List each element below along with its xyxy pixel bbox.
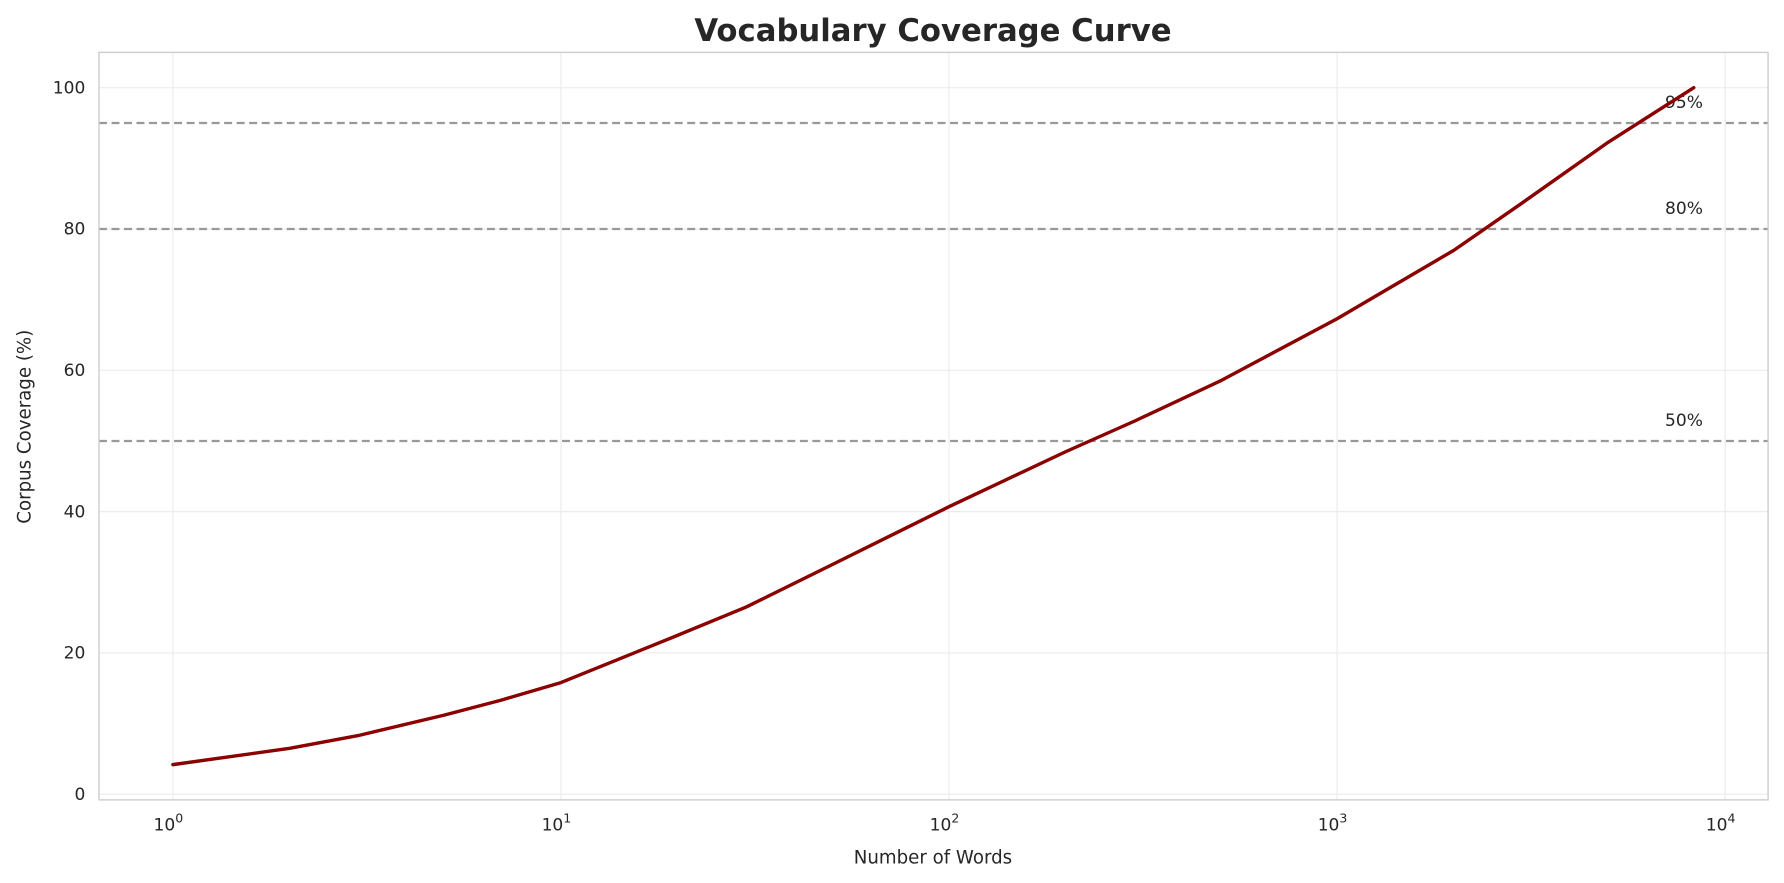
coverage-line xyxy=(171,85,1696,767)
grid xyxy=(98,52,1769,800)
x-tick-label: 104 xyxy=(1706,811,1736,836)
x-axis-ticks: 100 101 102 103 104 xyxy=(154,811,1736,836)
y-tick-label: 80 xyxy=(64,220,86,240)
plot-frame xyxy=(98,51,1769,801)
y-tick-label: 0 xyxy=(74,785,85,805)
reference-lines: 50%80%95% xyxy=(98,93,1769,443)
x-tick-label: 100 xyxy=(154,811,184,836)
series-layer xyxy=(171,85,1696,767)
y-axis-ticks: 0 20 40 60 80 100 xyxy=(53,78,86,805)
y-tick-label: 40 xyxy=(64,502,86,522)
y-tick-label: 60 xyxy=(64,361,86,381)
x-tick-label: 103 xyxy=(1318,811,1348,836)
chart-title: Vocabulary Coverage Curve xyxy=(694,13,1171,49)
reference-line-label: 50% xyxy=(1665,411,1703,431)
x-tick-label: 101 xyxy=(542,811,572,836)
y-axis-label: Corpus Coverage (%) xyxy=(15,330,36,524)
y-tick-label: 100 xyxy=(53,78,86,98)
x-tick-label: 102 xyxy=(930,811,960,836)
reference-line-label: 80% xyxy=(1665,199,1703,219)
x-axis-label: Number of Words xyxy=(854,848,1012,869)
y-tick-label: 20 xyxy=(64,644,86,664)
